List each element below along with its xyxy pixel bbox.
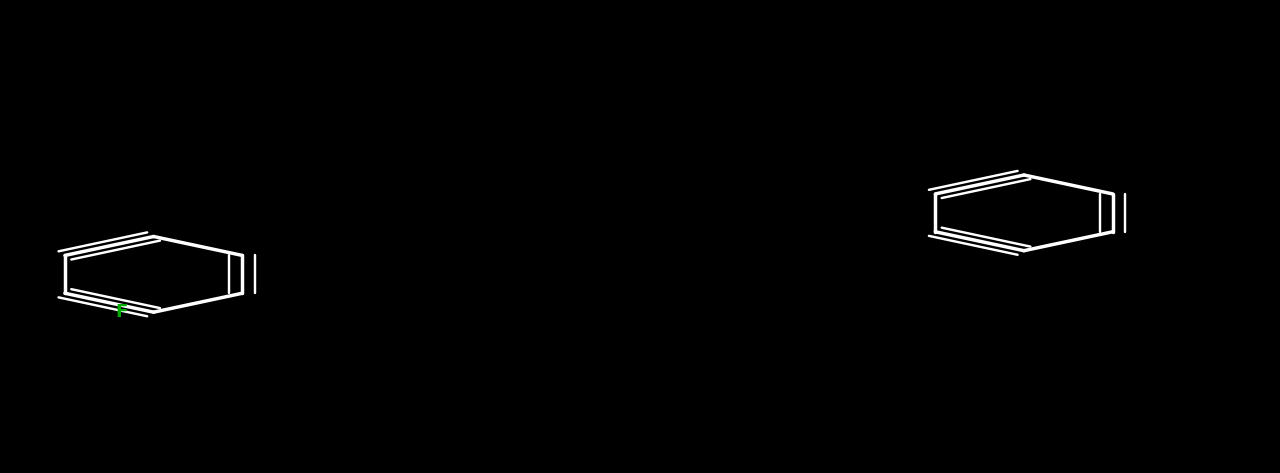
Text: F: F bbox=[115, 303, 128, 321]
